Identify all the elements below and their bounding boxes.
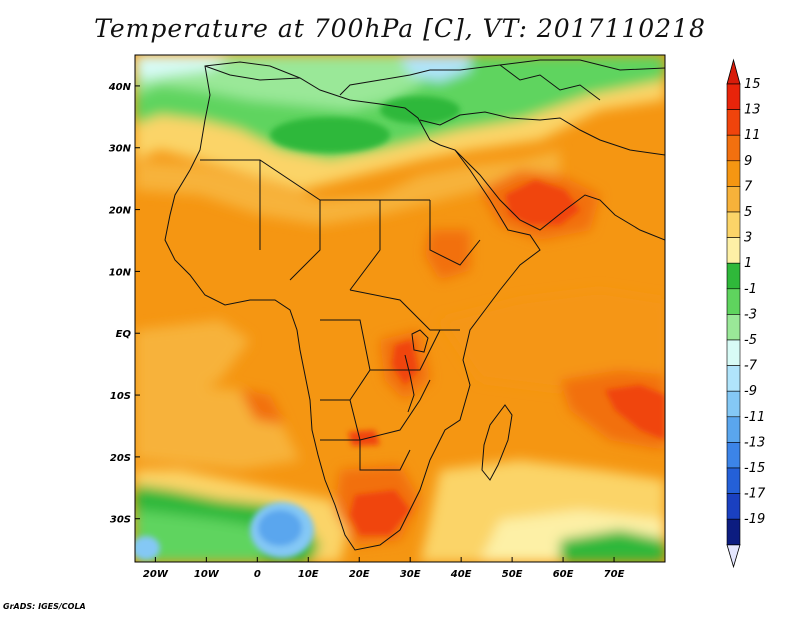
lat-tick-label: 30S bbox=[110, 515, 131, 526]
lon-tick-label: 0 bbox=[254, 569, 261, 580]
temperature-field bbox=[135, 55, 665, 562]
plot-frame bbox=[134, 54, 666, 563]
colorbar-label: -9 bbox=[744, 384, 757, 399]
lon-tick-label: 20W bbox=[143, 569, 169, 580]
colorbar-swatch bbox=[726, 211, 741, 238]
lat-tick-label: 40N bbox=[108, 82, 132, 93]
colorbar-label: 15 bbox=[744, 77, 761, 92]
lat-tick-label: EQ bbox=[116, 329, 132, 340]
latitude-axis: 40N 30N 20N 10N EQ 10S 20S 30S bbox=[108, 82, 140, 526]
colorbar-swatch bbox=[726, 493, 741, 520]
lon-tick-label: 70E bbox=[604, 569, 625, 580]
colorbar-swatch bbox=[726, 314, 741, 341]
colorbar-label: 5 bbox=[744, 205, 752, 220]
colorbar-swatch bbox=[726, 339, 741, 366]
lon-tick-label: 50E bbox=[502, 569, 523, 580]
colorbar-label: 11 bbox=[744, 128, 761, 143]
colorbar-label: -17 bbox=[744, 487, 766, 502]
chart-title: Temperature at 700hPa [C], VT: 201711021… bbox=[94, 14, 706, 43]
colorbar-top-arrow bbox=[726, 58, 741, 85]
colorbar-label: -3 bbox=[744, 307, 757, 322]
lon-tick-label: 20E bbox=[349, 569, 370, 580]
credit-text: GrADS: IGES/COLA bbox=[3, 602, 86, 611]
colorbar-label: -15 bbox=[744, 461, 765, 476]
lon-tick-label: 60E bbox=[553, 569, 574, 580]
colorbar-label: 7 bbox=[744, 179, 753, 194]
colorbar-swatch bbox=[726, 288, 741, 315]
coastlines bbox=[164, 59, 665, 551]
colorbar-label: -1 bbox=[744, 282, 757, 297]
longitude-axis: 20W 10W 0 10E 20E 30E 40E 50E 60E 70E bbox=[143, 557, 625, 580]
colorbar-swatch bbox=[726, 134, 741, 162]
colorbar-swatch bbox=[726, 109, 741, 136]
colorbar-swatch bbox=[726, 365, 741, 392]
colorbar-swatch bbox=[726, 442, 741, 469]
colorbar-label: -5 bbox=[744, 333, 757, 348]
colorbar-swatch bbox=[726, 467, 741, 494]
colorbar-label: -7 bbox=[744, 359, 758, 374]
colorbar-label: 1 bbox=[744, 256, 752, 271]
lat-tick-label: 10N bbox=[109, 267, 132, 278]
lon-tick-label: 30E bbox=[400, 569, 421, 580]
lon-tick-label: 10E bbox=[298, 569, 319, 580]
lon-tick-label: 40E bbox=[450, 569, 472, 580]
colorbar-swatch bbox=[726, 83, 741, 110]
lat-tick-label: 30N bbox=[109, 144, 132, 155]
colorbar-label: 13 bbox=[744, 103, 761, 118]
colorbar-swatch bbox=[726, 237, 741, 264]
lat-tick-label: 20N bbox=[109, 206, 132, 217]
lat-tick-label: 10S bbox=[110, 391, 131, 402]
colorbar-label: 9 bbox=[744, 154, 752, 169]
colorbar-swatch bbox=[726, 186, 741, 213]
colorbar-label: -19 bbox=[744, 512, 765, 527]
colorbar-label: 3 bbox=[744, 231, 752, 246]
colorbar-bottom-arrow bbox=[726, 544, 741, 569]
colorbar-label: -13 bbox=[744, 435, 765, 450]
colorbar-label: -11 bbox=[744, 410, 765, 425]
colorbar-swatch bbox=[726, 390, 741, 418]
lat-tick-label: 20S bbox=[110, 453, 131, 464]
lon-tick-label: 10W bbox=[194, 569, 220, 580]
colorbar-swatch bbox=[726, 160, 741, 187]
colorbar-swatch bbox=[726, 262, 741, 290]
colorbar-swatch bbox=[726, 416, 741, 443]
colorbar-swatch bbox=[726, 518, 741, 546]
